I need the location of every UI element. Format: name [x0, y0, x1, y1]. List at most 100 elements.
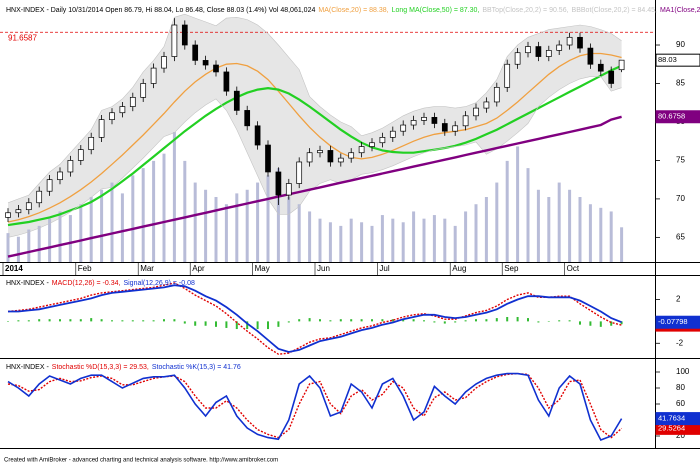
candle-body: [15, 209, 22, 214]
histogram-bar: [620, 321, 623, 325]
series-line: [7, 52, 622, 223]
histogram-bar: [495, 318, 498, 322]
y-tick-label: 75: [676, 156, 685, 165]
candle-body: [171, 24, 178, 57]
legend-entry: HNX-INDEX -: [6, 280, 49, 287]
histogram-bar: [308, 318, 311, 322]
legend-entry: BBTop(Close,20,2) = 90.56,: [482, 7, 568, 14]
histogram-bar: [100, 319, 103, 322]
histogram-bar: [131, 320, 134, 322]
candle-body: [244, 110, 251, 127]
histogram-bar: [69, 319, 72, 322]
candle-body: [337, 157, 344, 163]
legend-entry: BBBot(Close,20,2) = 84.45,: [572, 7, 657, 14]
x-tick-label: Feb: [78, 264, 92, 273]
histogram-bar: [568, 320, 571, 322]
histogram-bar: [371, 319, 373, 322]
volume-bar: [89, 197, 93, 262]
candle-body: [452, 125, 459, 132]
volume-bar: [37, 225, 41, 262]
candle-body: [348, 152, 355, 159]
candle-body: [5, 212, 11, 218]
x-tick-label: Sep: [504, 264, 519, 273]
volume-bar: [391, 218, 395, 262]
volume-bar: [308, 211, 312, 262]
histogram-bar: [194, 321, 197, 326]
x-tick-label: Apr: [192, 264, 205, 273]
candle-body: [597, 63, 604, 72]
candle-body: [618, 59, 625, 71]
series-line: [7, 64, 623, 227]
candle-body: [67, 160, 74, 173]
x-tick-label: Jun: [317, 264, 330, 273]
histogram-bar: [235, 321, 238, 330]
histogram-bar: [215, 321, 217, 327]
histogram-bar: [152, 320, 155, 322]
candle-body: [379, 136, 386, 144]
candle-body: [556, 44, 563, 51]
volume-bar: [578, 197, 582, 262]
candle-body: [431, 116, 438, 124]
candle-body: [493, 86, 500, 103]
histogram-bar: [79, 319, 82, 322]
legend-entry: MA1(Close,200) = 80.68: [660, 7, 700, 14]
volume-bar: [339, 225, 343, 262]
histogram-bar: [402, 319, 405, 322]
histogram-bar: [319, 319, 321, 322]
histogram-bar: [339, 319, 342, 322]
volume-bar: [526, 168, 530, 262]
candle-body: [233, 90, 240, 111]
volume-bar: [505, 160, 509, 262]
series-line: [8, 284, 622, 353]
volume-bar: [318, 218, 322, 262]
volume-bar: [266, 175, 270, 262]
volume-bar: [27, 229, 31, 262]
volume-bar: [276, 168, 280, 262]
histogram-bar: [277, 321, 280, 327]
candle-body: [369, 142, 375, 147]
candle-body: [566, 36, 573, 46]
last-value-box: [655, 110, 700, 124]
histogram-bar: [537, 321, 540, 323]
volume-bar: [412, 211, 416, 262]
histogram-bar: [111, 320, 113, 322]
candle-body: [441, 123, 448, 132]
candle-body: [202, 60, 209, 66]
candle-body: [46, 179, 53, 192]
volume-bar: [360, 222, 364, 262]
volume-bar: [380, 215, 384, 262]
histogram-bar: [287, 321, 290, 323]
legend-entry: Stochastic %K(15,3) = 41.76: [152, 364, 241, 371]
histogram-bar: [27, 320, 30, 322]
histogram-bar: [329, 320, 332, 322]
candle-body: [181, 24, 188, 46]
volume-bar: [193, 182, 197, 262]
histogram-bar: [350, 319, 353, 322]
volume-bar: [172, 132, 176, 262]
volume-bar: [516, 146, 520, 262]
x-tick-label: Mar: [140, 264, 154, 273]
reference-label: 91.6587: [8, 33, 37, 42]
histogram-bar: [412, 319, 415, 322]
x-tick-label: Jul: [379, 264, 389, 273]
volume-bar: [6, 233, 10, 262]
histogram-bar: [225, 321, 228, 328]
histogram-bar: [527, 318, 529, 322]
volume-bar: [568, 189, 572, 262]
footer: Created with AmiBroker - advanced charti…: [4, 458, 278, 464]
y-tick-label: 70: [676, 194, 685, 203]
last-value-box: [655, 53, 700, 67]
histogram-bar: [433, 321, 436, 323]
x-tick-label: Oct: [567, 264, 580, 273]
y-tick-label: 100: [676, 367, 690, 376]
candle-body: [129, 96, 136, 107]
candle-body: [483, 101, 490, 109]
volume-bar: [110, 182, 114, 262]
volume-bar: [432, 215, 436, 262]
histogram-bar: [558, 320, 561, 322]
last-value-label: 41.7634: [658, 414, 685, 423]
candle-body: [88, 136, 95, 151]
histogram-bar: [360, 319, 363, 322]
